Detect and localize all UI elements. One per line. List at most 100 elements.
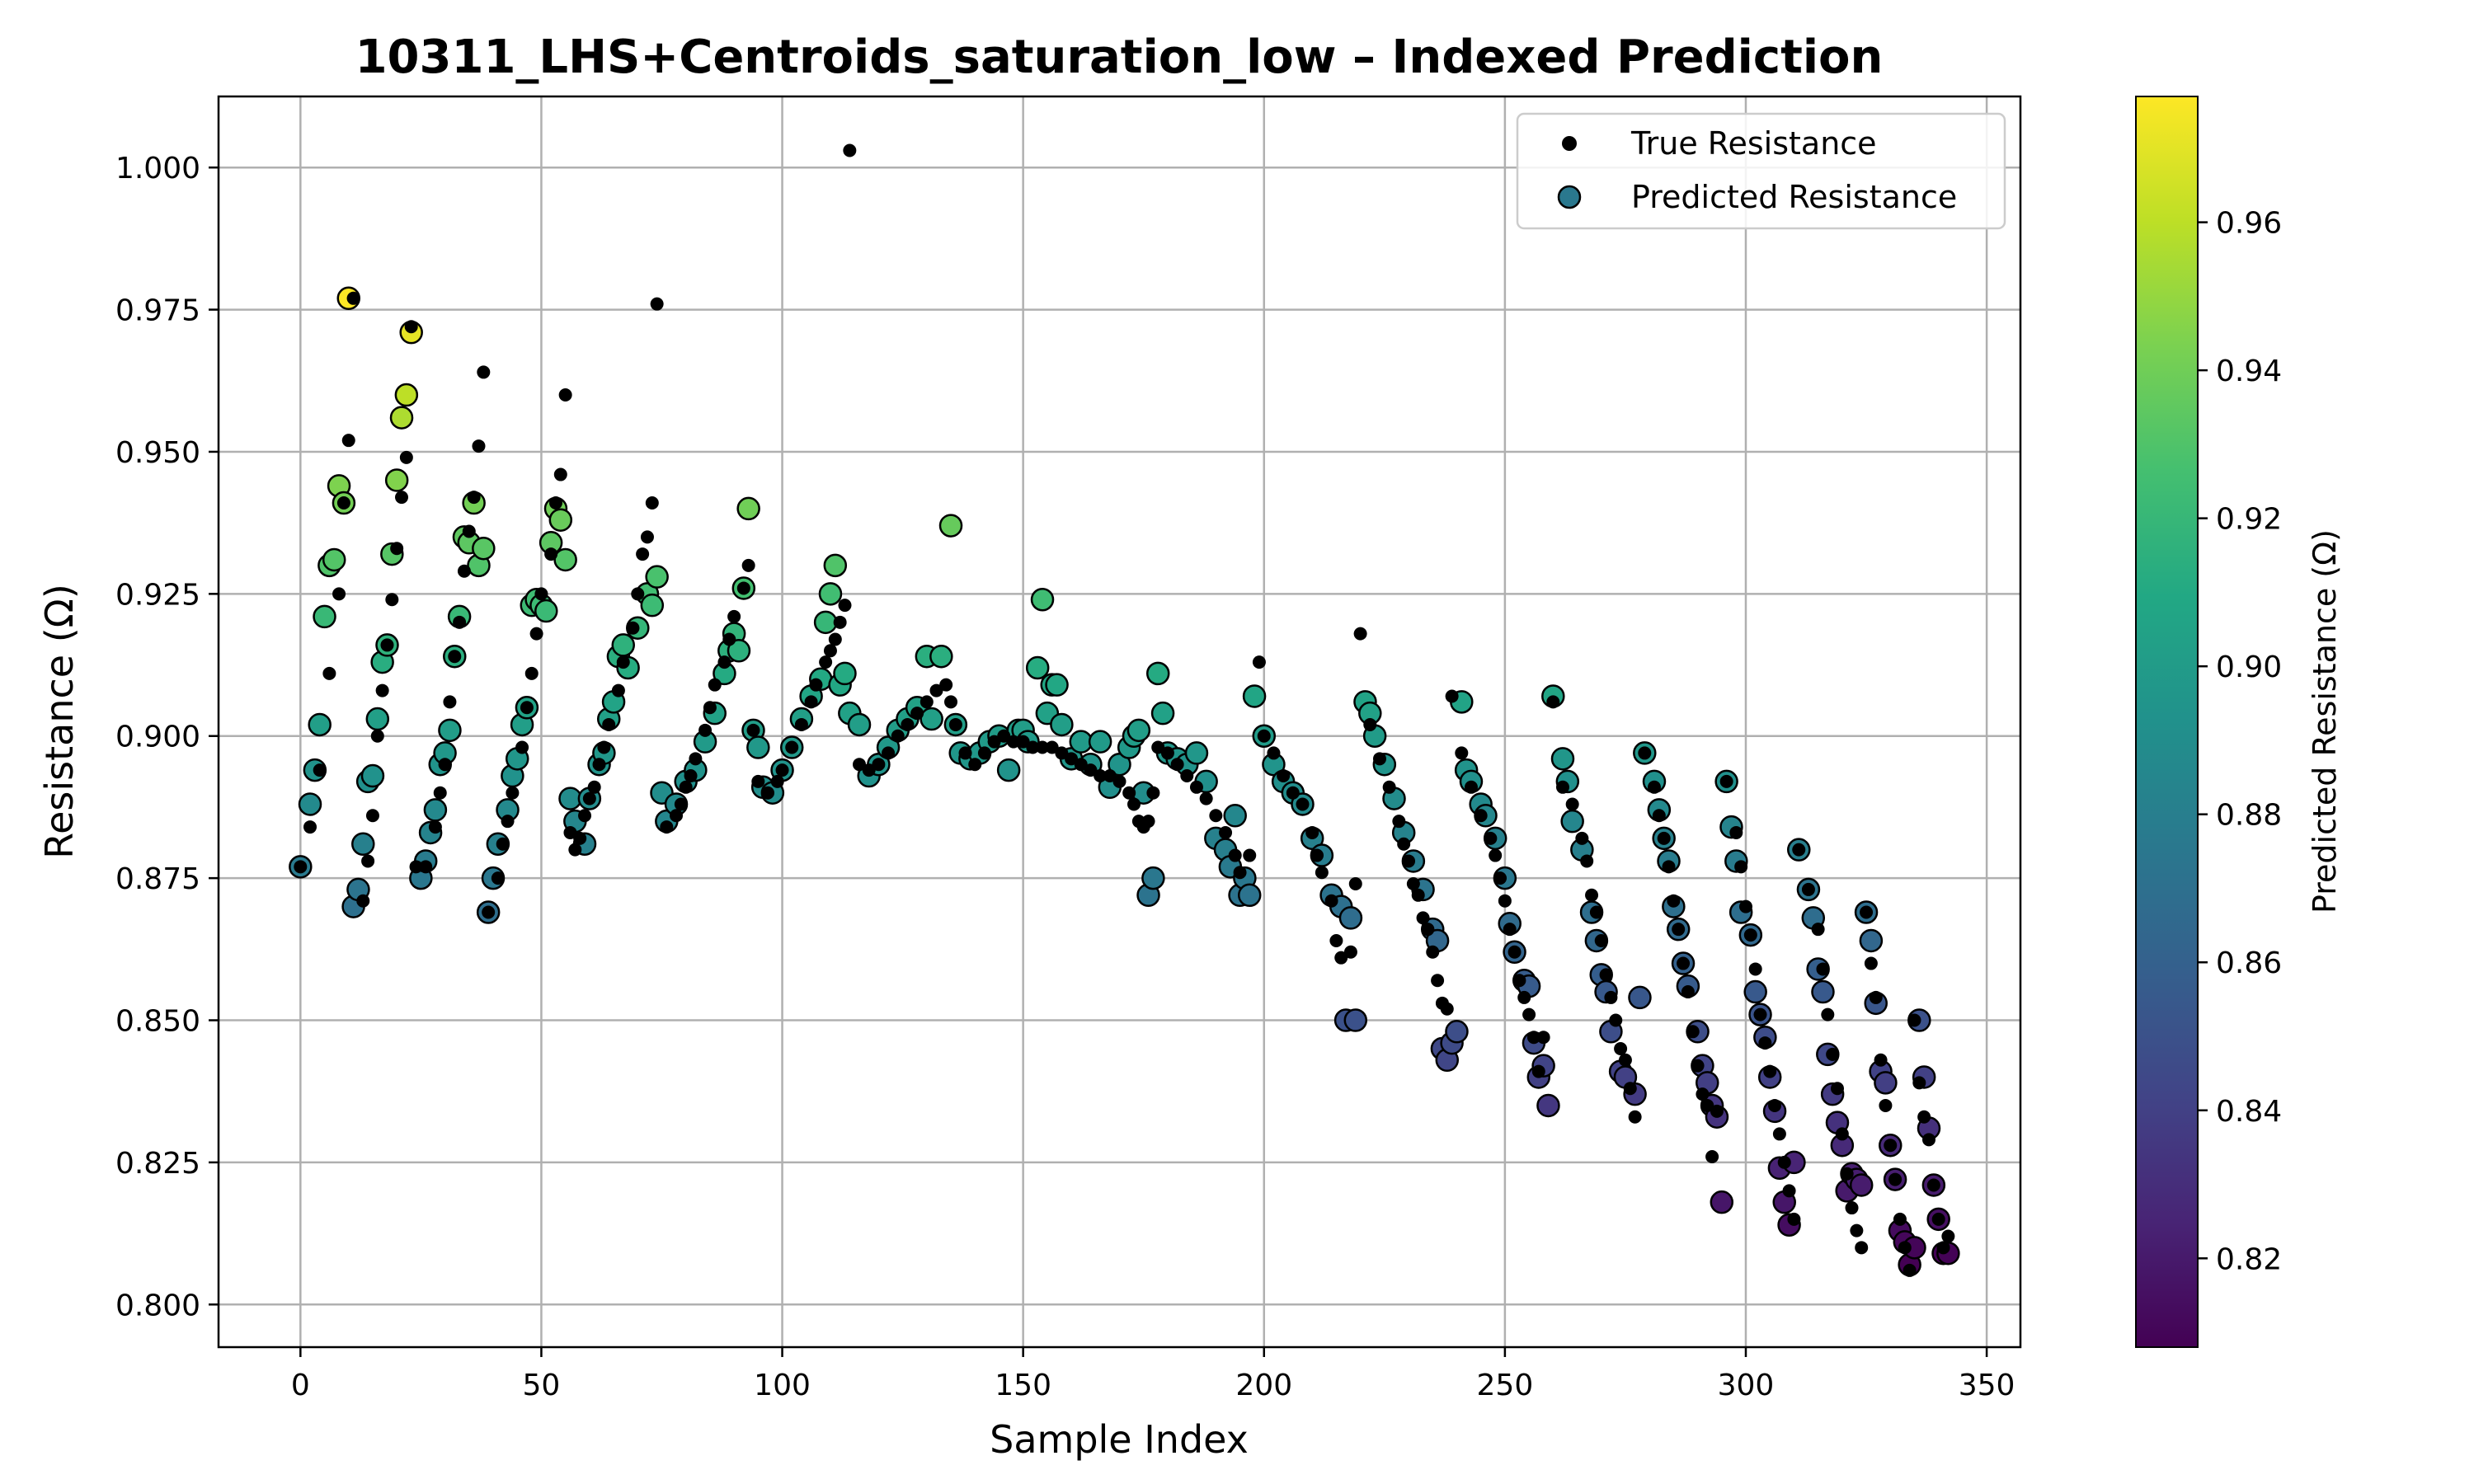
true-point: [1821, 1007, 1835, 1021]
predicted-point: [1050, 712, 1074, 737]
predicted-point: [1237, 883, 1262, 908]
true-point: [1921, 1133, 1935, 1147]
true-point: [670, 809, 684, 823]
true-point: [1835, 1127, 1849, 1141]
true-point: [891, 729, 905, 743]
true-point: [1860, 905, 1874, 919]
true-point: [631, 587, 645, 601]
legend: True Resistance Predicted Resistance: [1516, 112, 2006, 230]
true-point: [370, 729, 384, 743]
x-axis-label: Sample Index: [990, 1417, 1249, 1462]
true-point: [1753, 1007, 1767, 1021]
legend-true-label: True Resistance: [1630, 125, 1877, 162]
true-point: [1315, 866, 1329, 880]
true-point: [438, 758, 452, 772]
true-point: [1421, 923, 1435, 937]
predicted-point: [394, 383, 419, 407]
true-point: [457, 564, 471, 578]
true-point: [365, 809, 379, 823]
y-tick-label: 0.925: [115, 578, 200, 612]
true-point: [1884, 1139, 1898, 1153]
true-point: [761, 786, 775, 800]
true-point: [548, 496, 562, 510]
true-point: [1777, 1155, 1791, 1169]
true-point: [1348, 877, 1362, 891]
true-point: [1445, 689, 1459, 703]
true-point: [650, 297, 664, 311]
true-point: [1912, 1076, 1926, 1090]
true-point: [1623, 1082, 1637, 1096]
true-point: [1084, 763, 1098, 777]
true-point: [1036, 740, 1050, 754]
predicted-point: [384, 468, 409, 492]
true-point: [1710, 1104, 1724, 1118]
true-point: [1738, 899, 1752, 913]
y-tick-label: 0.900: [115, 721, 200, 754]
true-point: [1850, 1223, 1864, 1237]
true-point: [1931, 1212, 1945, 1226]
true-point: [491, 871, 505, 885]
true-point: [1874, 1053, 1888, 1067]
predicted-point: [553, 547, 577, 572]
true-point: [1484, 831, 1498, 845]
true-point: [428, 820, 442, 834]
true-point: [838, 599, 852, 613]
predicted-point: [1030, 587, 1055, 612]
true-point: [929, 683, 943, 697]
true-point: [419, 860, 433, 874]
predicted-point: [1184, 741, 1209, 765]
true-point: [520, 701, 534, 715]
colorbar-tick-label: 0.94: [2216, 355, 2282, 388]
true-point: [1426, 945, 1440, 959]
true-point: [640, 530, 654, 544]
true-point: [1431, 974, 1445, 988]
true-point: [1816, 962, 1830, 976]
true-point: [1575, 831, 1589, 845]
true-point: [294, 860, 308, 874]
true-point: [1094, 769, 1108, 783]
true-point: [1647, 780, 1661, 794]
true-point: [303, 820, 317, 834]
true-point: [968, 758, 982, 772]
true-point: [1604, 990, 1618, 1004]
true-point: [1522, 1007, 1536, 1021]
predicted-point: [298, 792, 322, 816]
true-point: [1565, 797, 1579, 811]
true-point: [1729, 825, 1743, 839]
x-tick-label: 250: [1477, 1369, 1534, 1402]
x-tick-label: 0: [291, 1369, 310, 1402]
true-point: [939, 678, 953, 692]
predicted-point: [1743, 979, 1767, 1004]
true-point: [1599, 968, 1613, 982]
true-point: [443, 695, 457, 709]
true-point: [409, 860, 423, 874]
predicted-point: [847, 712, 872, 737]
true-point: [1907, 1013, 1921, 1027]
true-point: [1734, 860, 1748, 874]
y-tick-label: 0.975: [115, 294, 200, 328]
true-point: [1233, 866, 1247, 880]
y-tick-label: 0.950: [115, 436, 200, 470]
true-point: [1305, 825, 1319, 839]
true-point: [948, 717, 962, 731]
colorbar-tick-label: 0.82: [2216, 1242, 2282, 1276]
true-point: [1464, 780, 1478, 794]
true-point: [828, 632, 842, 646]
predicted-point: [548, 508, 573, 532]
true-point: [679, 780, 693, 794]
true-point: [794, 717, 808, 731]
colorbar: [2135, 96, 2199, 1348]
true-point: [1826, 1047, 1840, 1061]
true-point: [1748, 962, 1762, 976]
true-point: [1503, 923, 1517, 937]
true-point: [1267, 746, 1281, 760]
x-tick-label: 200: [1235, 1369, 1292, 1402]
true-point: [1199, 791, 1213, 805]
true-point: [1512, 974, 1526, 988]
true-point: [1397, 837, 1411, 851]
true-point: [568, 843, 582, 857]
x-tick-label: 50: [523, 1369, 561, 1402]
colorbar-tick-label: 0.92: [2216, 503, 2282, 537]
true-point: [1219, 825, 1233, 839]
